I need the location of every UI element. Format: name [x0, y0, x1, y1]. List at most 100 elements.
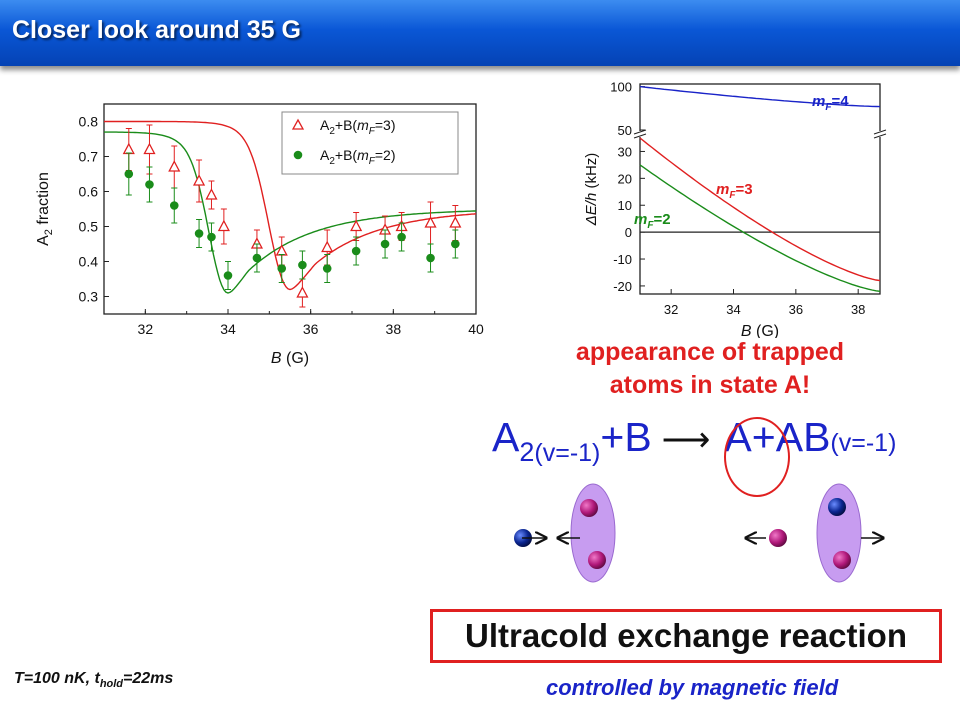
fit-curve	[104, 120, 477, 291]
reactant-vibrational-state: (v=-1)	[534, 439, 601, 467]
data-point-circle	[124, 169, 134, 179]
data-point-circle	[223, 271, 233, 280]
y-tick-label: 0.7	[79, 149, 99, 165]
molecule-atom-bottom	[588, 551, 606, 569]
fit-curve	[104, 131, 476, 294]
y-tick-label: 0.5	[79, 219, 99, 235]
energy-curve	[639, 85, 881, 108]
fraction-vs-field-plot: 32 34 36 38 40 0.3 0.4 0.5 0.6 0.7 0.8 B (G) A2 frac…	[35, 103, 484, 367]
exchange-reaction-box: Ultracold exchange reaction	[430, 609, 942, 663]
data-point-triangle	[168, 160, 181, 172]
axis-break-mark	[633, 133, 647, 139]
y-tick-label: 0.3	[79, 289, 99, 305]
data-point-triangle	[122, 142, 135, 155]
legend-box	[281, 111, 459, 175]
energy-curve	[639, 164, 881, 292]
x-tick-label: 32	[138, 321, 154, 337]
curve-label: mF=4	[812, 93, 849, 113]
data-point-triangle	[217, 219, 230, 232]
experimental-conditions: T=100 nK, thold=22ms	[14, 670, 174, 690]
y-axis-label: ΔE/h (kHz)	[583, 153, 600, 227]
caption-line-2: atoms in state A!	[609, 371, 811, 399]
y-axis-label: A2 fraction	[35, 172, 55, 246]
data-point-triangle	[449, 216, 462, 228]
reactant-B: +B	[600, 414, 652, 460]
y-tick-label: -20	[613, 279, 632, 294]
plot-frame	[103, 103, 477, 315]
data-point-triangle	[296, 286, 309, 298]
legend-marker	[291, 118, 305, 130]
reactant-subscript: 2	[519, 437, 535, 467]
x-tick-label: 40	[468, 321, 484, 337]
data-point-circle	[194, 229, 204, 238]
x-tick-label: 34	[220, 321, 236, 337]
x-tick-label: 38	[851, 302, 865, 317]
data-point-circle	[426, 253, 435, 263]
caption-line-1: appearance of trapped	[575, 338, 845, 366]
plot-frame	[639, 83, 881, 295]
reaction-equation: A2(v=-1)+B ⟶ A+AB(v=-1)	[492, 414, 897, 467]
data-point-triangle	[350, 219, 363, 232]
data-point-triangle	[143, 142, 156, 155]
data-point-triangle	[321, 240, 334, 253]
data-point-circle	[277, 264, 287, 273]
reactant-A: A	[492, 414, 520, 460]
data-point-circle	[298, 260, 307, 270]
x-tick-label: 36	[303, 321, 319, 337]
legend-label: A2+B(mF=2)	[320, 147, 396, 167]
legend-label: A2+B(mF=3)	[320, 117, 396, 137]
trapped-atoms-caption: appearance of trapped atoms in state A!	[500, 336, 920, 402]
y-tick-label: 0	[625, 225, 632, 240]
y-tick-label: 20	[618, 171, 632, 186]
conditions-hold-time: =22ms	[123, 670, 174, 687]
slide-title: Closer look around 35 G	[12, 16, 301, 44]
product-vibrational-state: (v=-1)	[830, 429, 897, 457]
data-point-triangle	[424, 216, 437, 228]
axis-break-mark	[633, 129, 647, 135]
data-point-circle	[169, 201, 179, 210]
axis-break-mark	[873, 133, 887, 139]
x-tick-label: 38	[386, 321, 402, 337]
y-tick-label: 30	[618, 144, 632, 159]
product-atom-blue	[828, 498, 846, 516]
y-tick-label: 50	[618, 123, 632, 138]
outgoing-atom-A	[769, 529, 787, 547]
data-point-triangle	[275, 244, 288, 256]
data-point-circle	[397, 232, 406, 242]
x-tick-label: 34	[726, 302, 740, 317]
title-bar: Closer look around 35 G	[0, 0, 960, 66]
molecule-atom-top	[580, 499, 598, 517]
data-point-circle	[145, 180, 154, 189]
curve-label: mF=2	[634, 211, 671, 231]
y-tick-label: 0.8	[79, 114, 99, 130]
energy-vs-field-plot: -20 -10 0 10 20 30 50 100 32 34 36 38 B (G) ΔE/h (kHz…	[583, 80, 887, 338]
magnetic-field-caption: controlled by magnetic field	[546, 675, 839, 700]
highlight-circle	[724, 417, 790, 497]
data-point-triangle	[205, 188, 218, 200]
conditions-subscript: hold	[99, 678, 124, 690]
data-point-circle	[207, 232, 216, 242]
y-tick-label: 0.4	[79, 254, 99, 270]
data-point-circle	[322, 264, 332, 273]
axis-break-mark	[873, 129, 887, 135]
data-point-circle	[451, 239, 460, 249]
conditions-temperature: T=100 nK, t	[14, 670, 100, 687]
energy-curve	[639, 137, 881, 282]
y-tick-label: -10	[613, 252, 632, 267]
reaction-arrow: ⟶	[661, 421, 711, 459]
data-point-circle	[252, 253, 262, 263]
y-tick-label: 0.6	[79, 184, 99, 200]
data-point-circle	[380, 239, 390, 249]
data-point-triangle	[192, 174, 206, 186]
reaction-illustration	[514, 483, 920, 583]
curve-label: mF=3	[716, 181, 753, 201]
data-point-circle	[351, 246, 361, 256]
y-tick-label: 100	[610, 80, 632, 95]
x-axis-label: B (G)	[271, 350, 309, 367]
y-tick-label: 10	[618, 198, 632, 213]
axis-break-gap	[634, 131, 646, 137]
product-atom-magenta	[833, 551, 851, 569]
x-axis-label: B (G)	[741, 323, 779, 338]
reactant-molecule	[570, 483, 616, 583]
x-tick-label: 32	[664, 302, 678, 317]
